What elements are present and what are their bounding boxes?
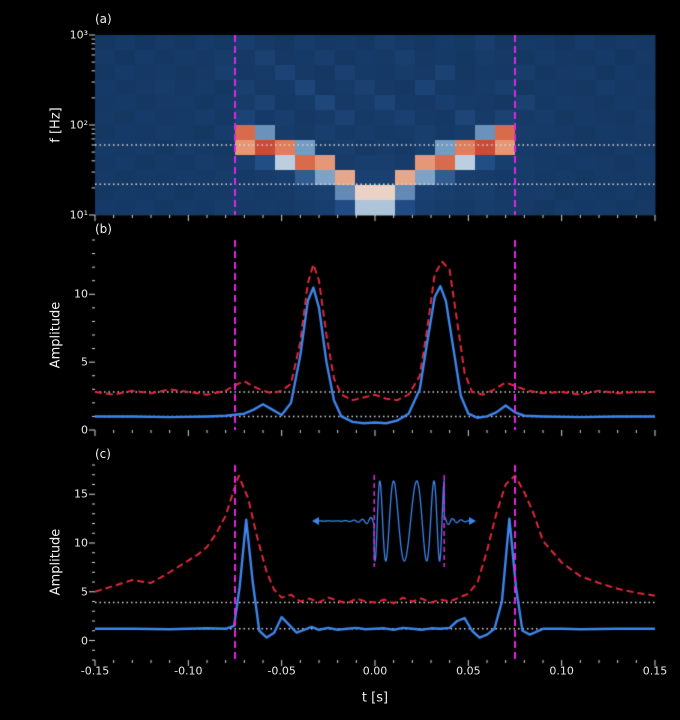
ylabel-frequency: f [Hz] <box>48 107 64 143</box>
ylabel-amplitude-c: Amplitude <box>48 528 64 596</box>
panel-label-b: (b) <box>95 222 112 236</box>
xlabel-time: t [s] <box>361 690 389 706</box>
panel-label-c: (c) <box>95 447 111 461</box>
panel-label-a: (a) <box>95 12 112 26</box>
ylabel-amplitude-b: Amplitude <box>48 301 64 369</box>
